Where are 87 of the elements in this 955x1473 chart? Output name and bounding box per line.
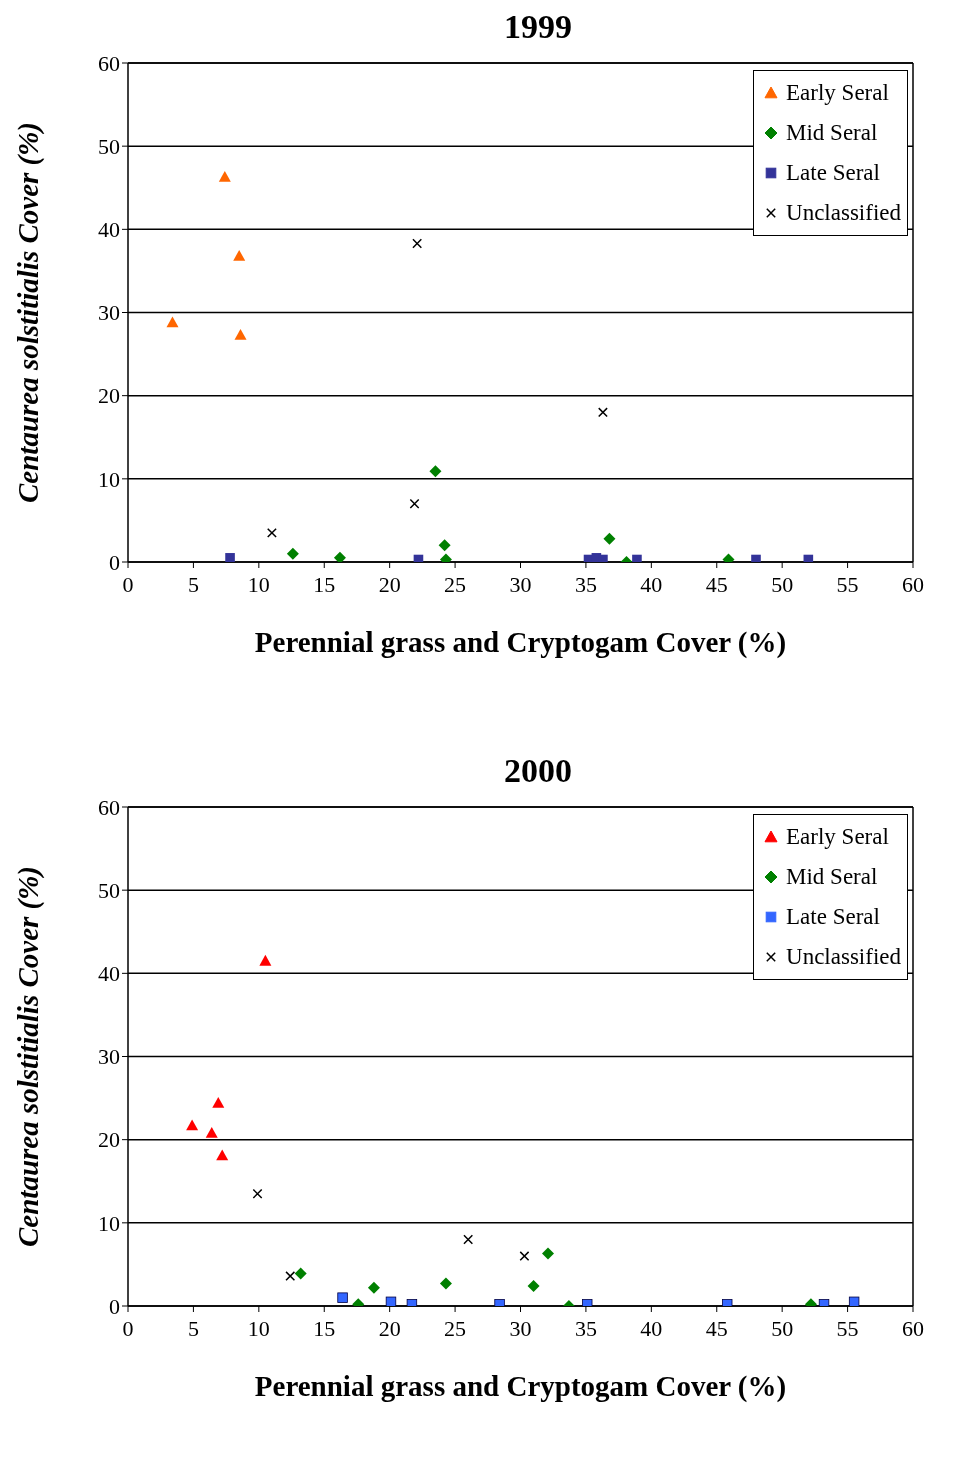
point [212,1097,225,1108]
point [186,1119,199,1131]
x-tick-label: 5 [187,1315,199,1341]
legend-label: Unclassified [786,200,901,226]
x-tick-label: 25 [444,571,467,597]
point [333,551,346,562]
point [259,954,272,966]
y-tick-label: 60 [98,794,120,820]
y-tick-label: 40 [98,961,120,987]
y-tick-label: 50 [98,133,120,159]
point [252,1188,263,1199]
chart-title: 2000 [503,752,573,791]
x-tick-label: 25 [444,1315,467,1341]
x-tick-label: 45 [705,571,728,597]
y-tick-label: 10 [98,1210,120,1236]
x-tick-label: 40 [640,1315,663,1341]
y-tick-label: 10 [98,466,120,492]
point [438,539,451,552]
point [412,238,423,249]
legend-label: Unclassified [786,944,901,970]
x-tick-label: 30 [509,1315,532,1341]
x-tick-label: 20 [378,571,401,597]
point [286,547,299,560]
point [337,1292,348,1303]
point [285,1271,296,1282]
point [751,554,761,562]
point [166,316,179,328]
x-tick-label: 50 [771,571,794,597]
x-tick-label: 15 [313,571,336,597]
point [803,554,814,562]
x-tick-label: 50 [771,1315,794,1341]
point [409,498,420,509]
point [597,407,608,418]
legend-label: Late Seral [786,904,880,930]
point [218,170,231,182]
point [429,465,442,478]
x-tick-label: 35 [574,571,597,597]
point [234,328,247,340]
point [527,1280,540,1293]
x-tick-label: 40 [640,571,663,597]
y-tick-label: 40 [98,217,120,243]
chart-title: 1999 [503,8,573,47]
point [385,1296,397,1306]
x-tick-label: 60 [902,571,924,597]
y-tick-label: 30 [98,300,120,326]
x-axis-title: Perennial grass and Cryptogam Cover (%) [254,1370,787,1403]
y-tick-label: 20 [98,1127,120,1153]
x-tick-label: 55 [836,571,859,597]
y-tick-label: 20 [98,383,120,409]
point [413,554,424,562]
x-tick-label: 5 [187,571,199,597]
point [439,1277,452,1290]
x-tick-label: 35 [574,1315,597,1341]
point [519,1251,530,1262]
x-tick-label: 10 [247,1315,270,1341]
point [225,553,235,562]
x-tick-label: 45 [705,1315,728,1341]
y-tick-label: 0 [109,1293,120,1319]
point [233,249,246,261]
legend-label: Early Seral [786,824,889,850]
point [266,527,277,538]
legend-label: Early Seral [786,80,889,106]
x-tick-label: 15 [313,1315,336,1341]
point [603,532,616,545]
legend-label: Late Seral [786,160,880,186]
point [367,1281,380,1294]
point [463,1234,474,1245]
y-tick-label: 50 [98,877,120,903]
point [216,1149,229,1161]
x-tick-label: 10 [247,571,270,597]
x-axis-title: Perennial grass and Cryptogam Cover (%) [254,626,787,659]
legend-label: Mid Seral [786,864,878,890]
x-tick-label: 20 [378,1315,401,1341]
y-tick-label: 60 [98,50,120,76]
point [294,1267,307,1280]
y-axis-title: Centaurea solstitialis Cover (%) [12,121,46,504]
x-tick-label: 30 [509,571,532,597]
y-tick-label: 0 [109,549,120,575]
point [205,1127,218,1138]
point [541,1247,554,1260]
x-tick-label: 55 [836,1315,859,1341]
y-tick-label: 30 [98,1044,120,1070]
x-tick-label: 60 [902,1315,924,1341]
point [848,1296,860,1306]
y-axis-title: Centaurea solstitialis Cover (%) [12,865,46,1248]
point [632,554,642,562]
legend-label: Mid Seral [786,120,878,146]
